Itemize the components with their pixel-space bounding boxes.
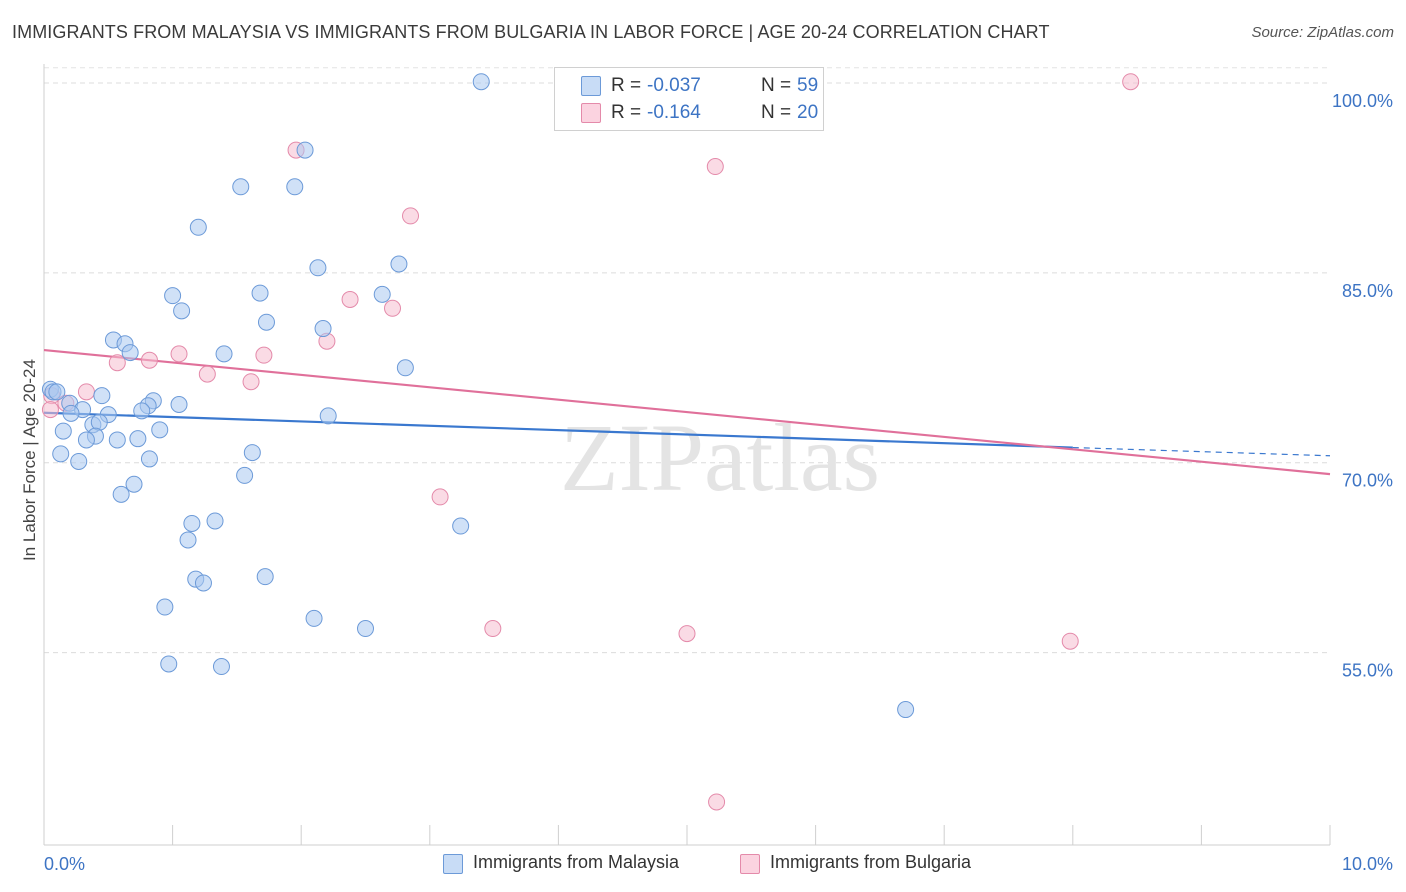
n-value: 20 — [797, 102, 819, 123]
malaysia-point — [215, 345, 233, 363]
bulgaria-point — [484, 620, 502, 638]
malaysia-point — [243, 444, 261, 462]
malaysia-point — [48, 383, 66, 401]
malaysia-point — [189, 218, 207, 236]
malaysia-point — [112, 485, 130, 503]
malaysia-point — [296, 141, 314, 159]
data-points — [41, 73, 1140, 811]
malaysia-point — [472, 73, 490, 91]
malaysia-point — [309, 259, 327, 277]
malaysia-point — [257, 313, 275, 331]
malaysia-point — [179, 531, 197, 549]
bulgaria-swatch — [581, 103, 601, 123]
bulgaria-point — [402, 207, 420, 225]
x-tick-label: 10.0% — [1342, 854, 1393, 874]
r-label: R = — [611, 102, 642, 123]
malaysia-point — [286, 178, 304, 196]
bulgaria-point — [678, 625, 696, 643]
legend-label: Immigrants from Bulgaria — [770, 852, 972, 872]
bulgaria-point — [431, 488, 449, 506]
source-label: Source: ZipAtlas.com — [1251, 24, 1394, 41]
malaysia-point — [160, 655, 178, 673]
r-value: -0.037 — [647, 75, 701, 96]
bulgaria-trend-line — [43, 348, 1331, 476]
bulgaria-point — [198, 365, 216, 383]
malaysia-point — [232, 178, 250, 196]
y-tick-label: 55.0% — [1342, 661, 1393, 681]
malaysia-point — [390, 255, 408, 273]
malaysia-point — [256, 568, 274, 586]
y-tick-labels: 100.0% 85.0% 70.0% 55.0% — [1332, 91, 1393, 681]
r-value: -0.164 — [647, 102, 701, 123]
malaysia-point — [194, 574, 212, 592]
bulgaria-point — [255, 346, 273, 364]
malaysia-point — [452, 517, 470, 535]
correlation-legend: R = -0.037 N = 59 R = -0.164 N = 20 — [554, 67, 824, 131]
malaysia-point — [170, 396, 188, 414]
chart-title: IMMIGRANTS FROM MALAYSIA VS IMMIGRANTS F… — [12, 22, 1050, 42]
n-value: 59 — [797, 75, 819, 96]
y-tick-label: 100.0% — [1332, 91, 1393, 111]
malaysia-point — [90, 413, 108, 431]
y-tick-label: 70.0% — [1342, 471, 1393, 491]
malaysia-point — [108, 431, 126, 449]
malaysia-point — [54, 422, 72, 440]
malaysia-point — [212, 658, 230, 676]
malaysia-point — [70, 452, 88, 470]
malaysia-trend-line — [43, 411, 1073, 449]
bulgaria-point — [77, 383, 95, 401]
x-tick-labels: 0.0% 10.0% — [44, 854, 1393, 874]
malaysia-point — [129, 430, 147, 448]
r-label: R = — [611, 75, 642, 96]
bulgaria-point — [1061, 632, 1079, 650]
x-tick-label: 0.0% — [44, 854, 85, 874]
malaysia-point — [62, 404, 80, 422]
bulgaria-point — [108, 354, 126, 372]
gridlines — [44, 67, 1330, 654]
malaysia-point — [133, 402, 151, 420]
malaysia-swatch — [581, 76, 601, 96]
legend-label: Immigrants from Malaysia — [473, 852, 680, 872]
malaysia-point — [357, 620, 374, 638]
bulgaria-point — [341, 290, 359, 308]
malaysia-point — [77, 431, 95, 449]
bulgaria-point — [708, 793, 726, 811]
malaysia-point — [183, 514, 201, 532]
malaysia-point — [897, 701, 915, 719]
bulgaria-point — [140, 351, 158, 369]
malaysia-point — [52, 445, 70, 463]
bulgaria-point — [1122, 73, 1140, 91]
axes — [43, 64, 1331, 846]
malaysia-point — [125, 475, 143, 493]
malaysia-trend-extension — [1072, 446, 1331, 457]
bulgaria-point — [170, 345, 188, 363]
bulgaria-point — [384, 299, 402, 317]
malaysia-point — [396, 359, 414, 377]
malaysia-point — [236, 466, 254, 484]
bulgaria-point — [41, 401, 59, 419]
n-label: N = — [761, 75, 792, 96]
bulgaria-point — [706, 158, 724, 176]
malaysia-legend-swatch — [443, 854, 463, 874]
malaysia-point — [319, 407, 337, 425]
malaysia-point — [156, 598, 174, 616]
y-tick-label: 85.0% — [1342, 281, 1393, 301]
watermark: ZIPatlas — [560, 404, 880, 511]
malaysia-point — [373, 285, 391, 303]
bulgaria-point — [242, 373, 260, 391]
n-label: N = — [761, 102, 792, 123]
malaysia-point — [121, 344, 139, 362]
malaysia-point — [140, 450, 158, 468]
malaysia-point — [151, 421, 169, 439]
malaysia-point — [206, 512, 224, 530]
malaysia-point — [305, 609, 323, 627]
trend-lines — [43, 348, 1331, 476]
malaysia-point — [164, 287, 182, 305]
malaysia-point — [93, 387, 111, 405]
malaysia-point — [314, 320, 332, 338]
bulgaria-legend-swatch — [740, 854, 760, 874]
malaysia-point — [173, 302, 191, 320]
malaysia-point — [251, 284, 269, 302]
